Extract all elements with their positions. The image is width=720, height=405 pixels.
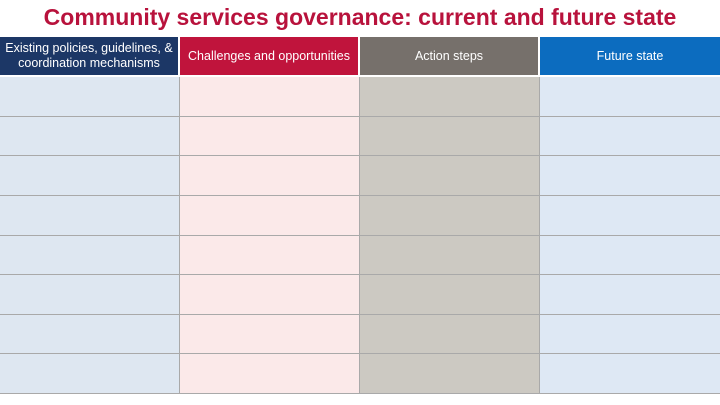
table-cell-r6-c2 xyxy=(180,275,360,315)
table-cell-r7-c4 xyxy=(540,314,720,355)
slide-title: Community services governance: current a… xyxy=(43,4,677,30)
table-cell-r2-c1 xyxy=(0,116,180,157)
table-cell-r2-c3 xyxy=(360,116,540,157)
table-cell-r3-c1 xyxy=(0,156,180,196)
column-header-existing-policies: Existing policies, guidelines, & coordin… xyxy=(0,37,180,77)
table-cell-r8-c1 xyxy=(0,354,180,394)
table-cell-r4-c1 xyxy=(0,195,180,236)
table-cell-r8-c3 xyxy=(360,354,540,394)
table-cell-r6-c4 xyxy=(540,275,720,315)
table-cell-r8-c2 xyxy=(180,354,360,394)
table-cell-r5-c2 xyxy=(180,235,360,276)
table-cell-r5-c1 xyxy=(0,235,180,276)
table-cell-r7-c3 xyxy=(360,314,540,355)
table-cell-r1-c2 xyxy=(180,77,360,117)
table-cell-r6-c3 xyxy=(360,275,540,315)
table-cell-r1-c1 xyxy=(0,77,180,117)
governance-table: Existing policies, guidelines, & coordin… xyxy=(0,37,720,394)
column-header-future-state: Future state xyxy=(540,37,720,77)
table-cell-r3-c4 xyxy=(540,156,720,196)
table-cell-r2-c2 xyxy=(180,116,360,157)
table-cell-r8-c4 xyxy=(540,354,720,394)
column-header-action-steps: Action steps xyxy=(360,37,540,77)
table-cell-r3-c3 xyxy=(360,156,540,196)
table-cell-r4-c2 xyxy=(180,195,360,236)
table-cell-r5-c4 xyxy=(540,235,720,276)
table-cell-r5-c3 xyxy=(360,235,540,276)
column-header-challenges-opportunities: Challenges and opportunities xyxy=(180,37,360,77)
table-cell-r7-c2 xyxy=(180,314,360,355)
table-cell-r1-c4 xyxy=(540,77,720,117)
table-cell-r1-c3 xyxy=(360,77,540,117)
table-cell-r3-c2 xyxy=(180,156,360,196)
table-cell-r6-c1 xyxy=(0,275,180,315)
table-cell-r4-c4 xyxy=(540,195,720,236)
table-cell-r7-c1 xyxy=(0,314,180,355)
table-cell-r2-c4 xyxy=(540,116,720,157)
table-cell-r4-c3 xyxy=(360,195,540,236)
